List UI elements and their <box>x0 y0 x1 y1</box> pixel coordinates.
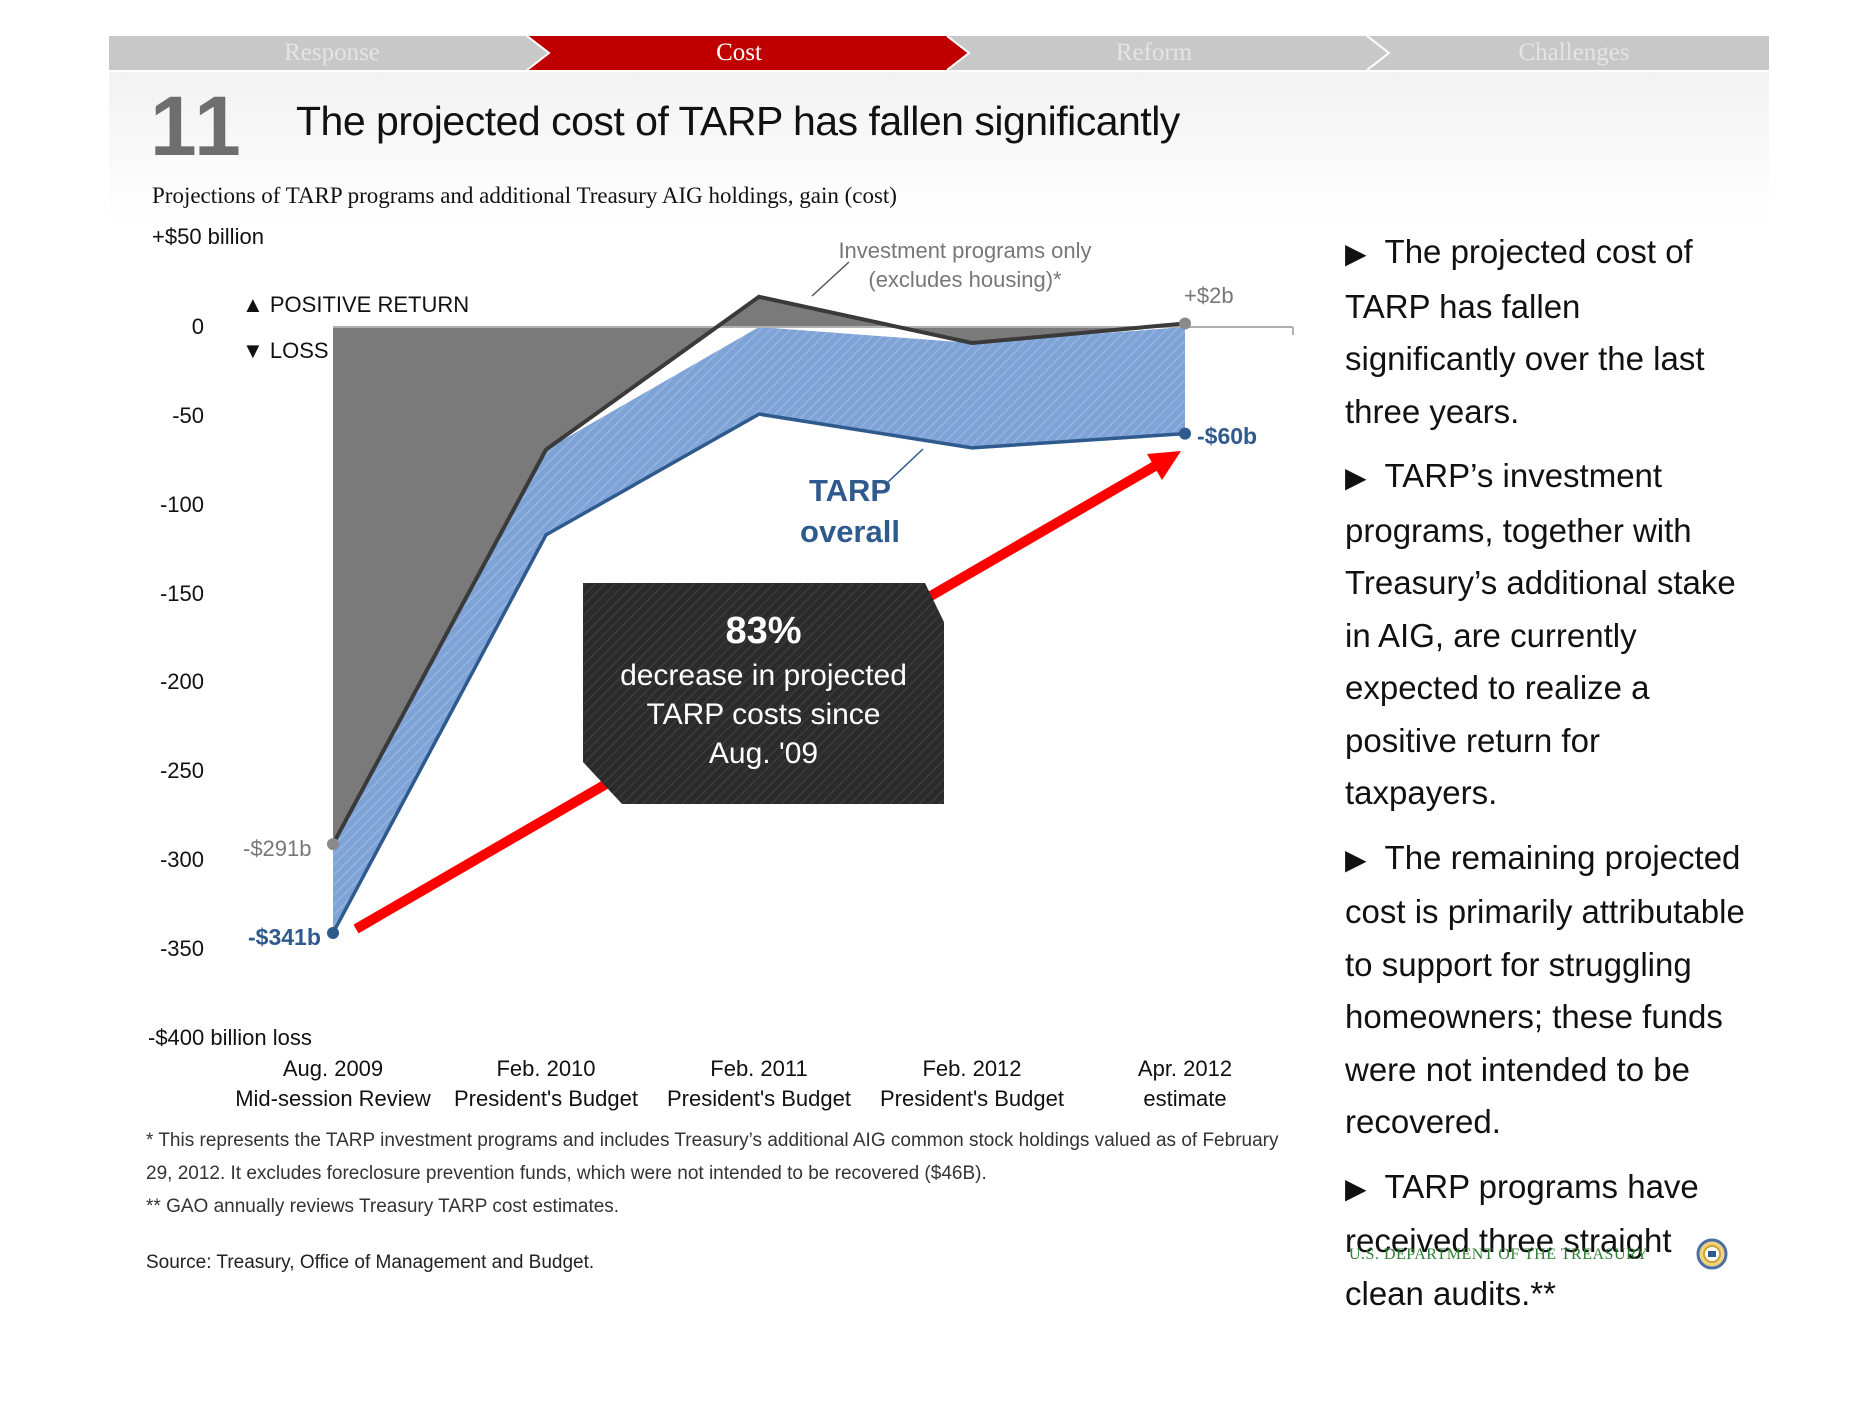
footnote-2: 29, 2012. It excludes foreclosure preven… <box>146 1163 987 1184</box>
label-investment-start: -$291b <box>243 836 312 861</box>
key-point-4: ▶ TARP programs have received three strai… <box>1345 1161 1745 1321</box>
x-tick-label: Apr. 2012 estimate <box>1137 1056 1233 1111</box>
label-investment-end: +$2b <box>1184 283 1234 308</box>
footnote-3: ** GAO annually reviews Treasury TARP co… <box>146 1196 620 1217</box>
nav-shape-response <box>109 36 549 70</box>
nav-tab-reform[interactable]: Reform <box>1115 39 1193 66</box>
y-tick-label: -250 <box>159 758 204 784</box>
point-tarp-end <box>1179 427 1191 440</box>
label-tarp-end: -$60b <box>1197 423 1258 449</box>
annotation-tarp-line1: TARP <box>808 473 892 508</box>
y-tick-label: -300 <box>159 847 204 873</box>
y-bottom-label: -$400 billion loss <box>148 1025 312 1050</box>
y-tick-label: 0 <box>191 314 204 339</box>
nav-tab-response[interactable]: Response <box>284 39 380 66</box>
callout-text: 83% decrease in projected TARP costs sin… <box>583 606 944 773</box>
section-nav: Response Cost Reform Challenges <box>109 36 1769 70</box>
callout-line3: Aug. '09 <box>708 737 819 770</box>
leader-tarp <box>887 448 924 483</box>
callout-box <box>583 583 944 804</box>
leader-investment <box>811 261 850 297</box>
x-tick-label: Aug. 2009 Mid-session Review <box>235 1056 431 1111</box>
legend-loss: ▼ LOSS <box>242 338 329 363</box>
key-point-2: ▶ TARP’s investment programs, together wi… <box>1345 450 1745 820</box>
annotation-investment-line2: (excludes housing)* <box>868 267 1062 292</box>
bullet-arrow-icon: ▶ <box>1345 462 1367 493</box>
treasury-wordmark: U.S. DEPARTMENT OF THE TREASURY <box>1349 1246 1649 1263</box>
slide-title: The projected cost of TARP has fallen si… <box>296 98 1180 144</box>
x-tick-label: Feb. 2012 President's Budget <box>880 1056 1064 1111</box>
nav-arrows <box>109 36 1769 70</box>
callout-percent: 83% <box>725 610 802 652</box>
key-point-1: ▶ The projected cost of TARP has fallen s… <box>1345 226 1745 438</box>
area-investment <box>333 296 1185 845</box>
x-tick-label: Feb. 2010 President's Budget <box>454 1056 638 1111</box>
annotation-investment: Investment programs only (excludes housi… <box>815 236 1115 294</box>
key-points: ▶ The projected cost of TARP has fallen s… <box>1345 226 1745 1332</box>
x-tick-label: Feb. 2011 President's Budget <box>667 1056 851 1111</box>
nav-tab-cost[interactable]: Cost <box>716 39 762 66</box>
bullet-arrow-icon: ▶ <box>1345 843 1367 875</box>
point-tarp-start <box>327 926 339 939</box>
line-investment <box>331 294 1186 846</box>
nav-tab-challenges[interactable]: Challenges <box>1518 39 1630 66</box>
key-point-4-text: TARP programs have received three straig… <box>1345 1167 1699 1312</box>
key-point-1-text: The projected cost of TARP has fallen si… <box>1345 233 1705 430</box>
bullet-arrow-icon: ▶ <box>1345 1172 1367 1204</box>
red-arrow-head <box>1147 451 1181 480</box>
chart-title: Projections of TARP programs and additio… <box>152 183 897 208</box>
key-point-2-text: TARP’s investment programs, together wit… <box>1345 457 1736 811</box>
callout-line1: decrease in projected <box>620 659 907 692</box>
y-tick-label: -350 <box>159 935 204 961</box>
title-background <box>109 72 1769 222</box>
legend-positive-return: ▲ POSITIVE RETURN <box>242 292 470 317</box>
annotation-tarp-overall: TARP overall <box>760 470 940 552</box>
bullet-arrow-icon: ▶ <box>1345 238 1367 269</box>
y-top-label: +$50 billion <box>152 224 264 249</box>
slide-number: 11 <box>150 79 243 173</box>
key-point-3-text: The remaining projected cost is primaril… <box>1345 838 1745 1141</box>
footnote-1: * This represents the TARP investment pr… <box>146 1130 1279 1151</box>
y-tick-label: -200 <box>159 669 204 695</box>
annotation-tarp-line2: overall <box>800 514 900 549</box>
source-note: Source: Treasury, Office of Management a… <box>146 1252 595 1273</box>
y-tick-label: -150 <box>159 580 204 606</box>
label-tarp-start: -$341b <box>248 924 321 950</box>
line-tarp <box>331 412 1186 934</box>
point-investment-end <box>1179 317 1191 330</box>
key-point-3: ▶ The remaining projected cost is primari… <box>1345 832 1745 1149</box>
nav-shape-cost <box>527 36 969 70</box>
callout-line2: TARP costs since <box>646 698 881 731</box>
treasury-seal-icon <box>1696 1238 1728 1270</box>
point-investment-start <box>327 838 339 851</box>
nav-shape-challenges <box>1367 36 1769 70</box>
annotation-investment-line1: Investment programs only <box>838 238 1092 263</box>
y-tick-label: -100 <box>159 491 204 517</box>
y-tick-label: -50 <box>172 402 204 428</box>
nav-shape-reform <box>947 36 1389 70</box>
area-tarp-band <box>333 327 1185 933</box>
